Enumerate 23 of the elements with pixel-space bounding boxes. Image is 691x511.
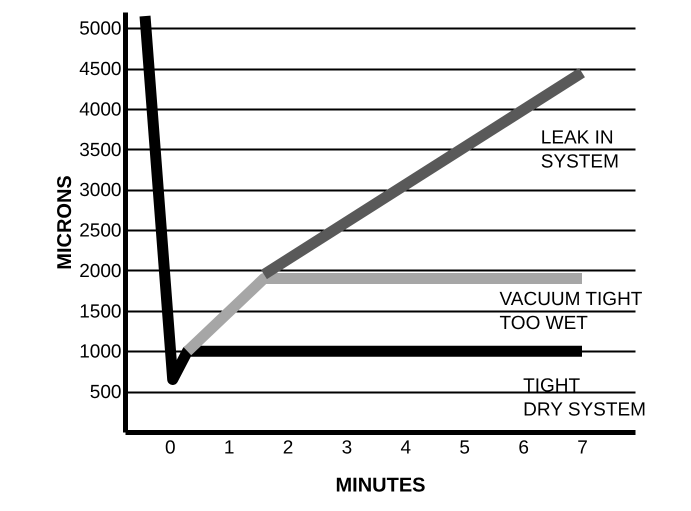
x-tick-label: 5 — [459, 438, 470, 458]
x-tick-label: 4 — [400, 438, 412, 458]
y-tick-label: 2000 — [79, 260, 122, 282]
y-tick-label: 1500 — [79, 301, 122, 322]
x-tick-label: 3 — [342, 438, 352, 458]
x-tick-label: 2 — [282, 438, 294, 458]
y-tick-label: 4500 — [79, 59, 122, 80]
annotation: LEAK IN SYSTEM — [540, 127, 619, 172]
x-tick-label: 1 — [224, 438, 234, 458]
y-axis-title: MICRONS — [54, 175, 76, 270]
y-tick-label: 3500 — [79, 140, 122, 161]
y-tick-label: 500 — [90, 382, 122, 404]
x-tick-label: 0 — [164, 438, 176, 458]
x-axis-title: MINUTES — [336, 474, 426, 496]
y-tick-label: 5000 — [79, 18, 122, 40]
y-tick-label: 2500 — [79, 220, 122, 242]
annotation: TIGHT DRY SYSTEM — [523, 375, 646, 420]
annotation: VACUUM TIGHT TOO WET — [500, 288, 643, 334]
x-tick-label: 6 — [518, 438, 529, 458]
x-tick-label: 7 — [577, 438, 588, 458]
y-tick-label: 1000 — [79, 342, 122, 363]
y-tick-label: 3000 — [79, 180, 122, 202]
y-tick-label: 4000 — [79, 99, 122, 120]
